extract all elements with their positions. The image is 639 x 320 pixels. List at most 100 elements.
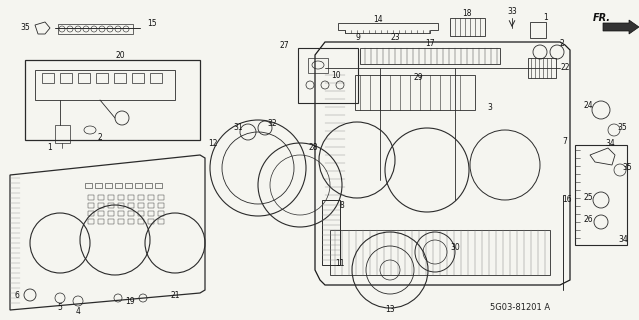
Text: 30: 30	[450, 244, 460, 252]
Text: 31: 31	[233, 124, 243, 132]
Bar	[128, 195, 134, 200]
Text: 25: 25	[583, 193, 593, 202]
Bar	[108, 203, 114, 208]
Bar	[355, 75, 475, 110]
Text: 16: 16	[562, 196, 572, 204]
Bar	[98, 195, 104, 200]
Text: 24: 24	[583, 100, 593, 109]
Bar	[105, 183, 112, 188]
Bar	[150, 73, 162, 83]
Text: 32: 32	[267, 119, 277, 129]
Bar	[98, 211, 104, 216]
Text: 2: 2	[560, 39, 564, 49]
Bar	[530, 22, 546, 38]
Text: 6: 6	[15, 291, 19, 300]
Bar	[118, 195, 124, 200]
Bar	[158, 195, 164, 200]
Text: 19: 19	[125, 298, 135, 307]
Bar	[330, 230, 550, 275]
Bar	[118, 219, 124, 224]
Bar	[158, 219, 164, 224]
Bar	[155, 183, 162, 188]
Text: 35: 35	[20, 23, 30, 33]
Text: 13: 13	[385, 306, 395, 315]
Bar	[55, 125, 70, 143]
Text: 23: 23	[390, 34, 400, 43]
Text: 3: 3	[488, 103, 493, 113]
Text: 2: 2	[98, 133, 102, 142]
Polygon shape	[603, 20, 639, 34]
Text: 7: 7	[562, 138, 567, 147]
Bar	[138, 203, 144, 208]
Bar	[128, 219, 134, 224]
Bar	[138, 211, 144, 216]
Bar	[88, 195, 94, 200]
Bar	[115, 183, 122, 188]
Text: 1: 1	[48, 143, 52, 153]
Bar	[148, 211, 154, 216]
Text: 28: 28	[308, 143, 318, 153]
Text: FR.: FR.	[593, 13, 611, 23]
Bar	[138, 219, 144, 224]
Text: 34: 34	[618, 236, 628, 244]
Text: 18: 18	[462, 10, 472, 19]
Bar	[298, 48, 358, 103]
Bar	[118, 211, 124, 216]
Text: 22: 22	[560, 63, 570, 73]
Text: 4: 4	[75, 307, 81, 316]
Text: 12: 12	[208, 139, 218, 148]
Bar	[98, 219, 104, 224]
Text: 14: 14	[373, 14, 383, 23]
Text: 9: 9	[355, 34, 360, 43]
Text: 27: 27	[279, 42, 289, 51]
Bar	[125, 183, 132, 188]
Bar	[128, 211, 134, 216]
Bar	[148, 219, 154, 224]
Bar	[145, 183, 152, 188]
Text: 21: 21	[170, 291, 180, 300]
Bar	[88, 203, 94, 208]
Bar	[35, 70, 175, 100]
Bar	[98, 203, 104, 208]
Bar	[575, 145, 627, 245]
Bar	[88, 211, 94, 216]
Bar	[528, 58, 556, 78]
Text: 26: 26	[583, 215, 593, 225]
Text: 11: 11	[335, 260, 345, 268]
Text: 17: 17	[425, 39, 435, 49]
Text: 29: 29	[413, 74, 423, 83]
Bar	[158, 203, 164, 208]
Bar	[60, 73, 72, 83]
Bar	[308, 58, 328, 73]
Bar	[85, 183, 92, 188]
Bar	[25, 60, 200, 140]
Bar	[78, 73, 90, 83]
Bar	[118, 203, 124, 208]
Text: 1: 1	[544, 12, 548, 21]
Text: 33: 33	[507, 7, 517, 17]
Text: 35: 35	[617, 123, 627, 132]
Text: 34: 34	[605, 139, 615, 148]
Bar	[360, 48, 500, 64]
Bar	[108, 219, 114, 224]
Bar	[148, 195, 154, 200]
Bar	[450, 18, 485, 36]
Bar	[108, 195, 114, 200]
Text: 35: 35	[622, 164, 632, 172]
Text: 8: 8	[339, 201, 344, 210]
Bar	[96, 73, 108, 83]
Bar	[108, 211, 114, 216]
Bar	[132, 73, 144, 83]
Text: 10: 10	[331, 70, 341, 79]
Text: 20: 20	[115, 51, 125, 60]
Bar	[148, 203, 154, 208]
Bar	[135, 183, 142, 188]
Bar	[88, 219, 94, 224]
Text: 5G03-81201 A: 5G03-81201 A	[490, 303, 550, 313]
Bar	[322, 200, 340, 265]
Bar	[158, 211, 164, 216]
Bar	[42, 73, 54, 83]
Bar	[138, 195, 144, 200]
Bar	[58, 24, 133, 34]
Bar	[128, 203, 134, 208]
